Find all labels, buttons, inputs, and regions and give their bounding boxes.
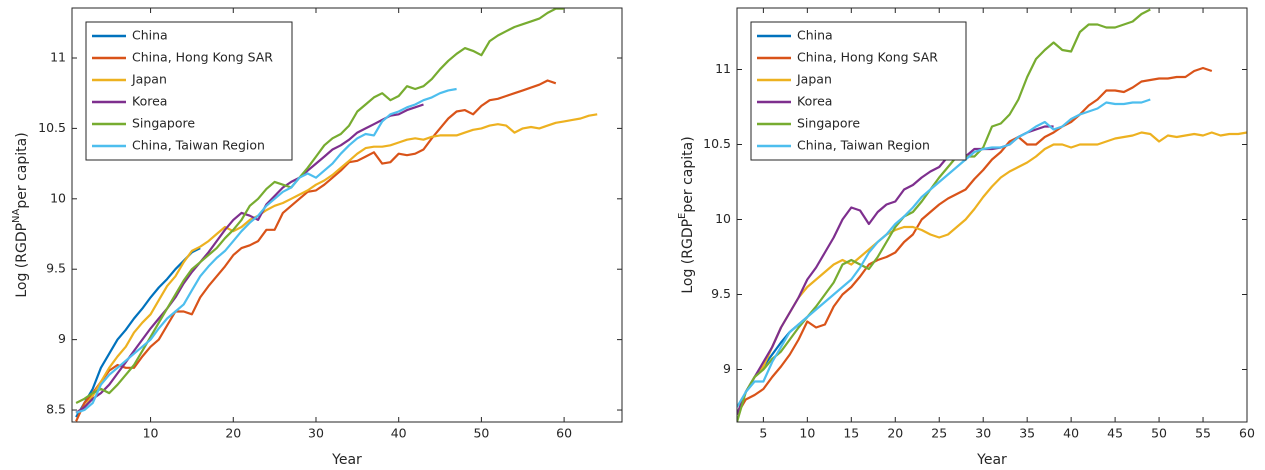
x-tick-label: 35 xyxy=(1019,426,1035,441)
x-tick-label: 15 xyxy=(843,426,859,441)
y-tick-label: 10 xyxy=(50,190,66,205)
y-tick-label: 11 xyxy=(50,49,66,64)
y-label-sup: NA xyxy=(11,208,22,222)
chart: 5 10 15 20 25 30 35 40 45 50 55 60 9 9.5 10 10.5 11 Year L… xyxy=(677,7,1255,468)
y-tick-label: 8.5 xyxy=(46,402,66,417)
legend-label: China xyxy=(797,28,833,43)
legend-label: Korea xyxy=(797,94,832,109)
line-series xyxy=(737,66,1213,416)
line-series xyxy=(75,113,598,414)
y-tick-label: 9.5 xyxy=(46,261,66,276)
legend-label: China xyxy=(132,28,168,43)
legend-label: China, Taiwan Region xyxy=(132,138,265,153)
y-tick-label: 9 xyxy=(723,361,731,376)
x-tick-label: 40 xyxy=(391,426,407,441)
legend-label: China, Taiwan Region xyxy=(797,138,930,153)
y-axis-label: Log (RGDPNAper capita) xyxy=(11,132,30,297)
line-series xyxy=(75,8,565,404)
x-tick-label: 55 xyxy=(1195,426,1211,441)
y-tick-label: 9.5 xyxy=(711,286,731,301)
x-tick-label: 10 xyxy=(143,426,159,441)
y-label-text: Log (RGDP xyxy=(14,223,30,298)
line-series xyxy=(737,131,1247,415)
y-label-rest: per capita) xyxy=(680,136,696,212)
x-tick-label: 5 xyxy=(759,426,767,441)
plot-lines xyxy=(737,8,1247,422)
y-label-text: Log (RGDP xyxy=(680,219,696,294)
legend-label: Japan xyxy=(796,72,832,87)
line-series xyxy=(75,247,201,418)
line-series xyxy=(737,125,1054,415)
legend-label: China, Hong Kong SAR xyxy=(797,50,938,65)
y-label-rest: per capita) xyxy=(14,132,30,208)
legend-label: China, Hong Kong SAR xyxy=(132,50,273,65)
line-series xyxy=(75,79,557,422)
legend-label: Korea xyxy=(132,94,167,109)
legend-label: Singapore xyxy=(797,116,860,131)
x-tick-label: 30 xyxy=(308,426,324,441)
y-tick-label: 9 xyxy=(58,331,66,346)
line-series xyxy=(75,103,424,414)
legend-box xyxy=(85,21,293,161)
legend-label: Singapore xyxy=(132,116,195,131)
x-tick-label: 60 xyxy=(556,426,572,441)
y-label-sup: E xyxy=(677,213,688,219)
x-tick-label: 50 xyxy=(1151,426,1167,441)
y-tick-label: 11 xyxy=(715,61,731,76)
x-tick-label: 60 xyxy=(1239,426,1255,441)
line-series xyxy=(737,98,1151,408)
y-tick-label: 10.5 xyxy=(703,136,731,151)
line-series xyxy=(75,87,457,414)
x-tick-label: 25 xyxy=(931,426,947,441)
x-tick-label: 30 xyxy=(975,426,991,441)
x-axis-label: Year xyxy=(331,452,362,468)
chart: 10 20 30 40 50 60 8.5 9 9.5 10 10.5 11 Year Log (RGDP… xyxy=(11,7,623,468)
x-tick-label: 20 xyxy=(887,426,903,441)
x-tick-label: 45 xyxy=(1107,426,1123,441)
x-tick-label: 50 xyxy=(473,426,489,441)
x-tick-label: 40 xyxy=(1063,426,1079,441)
x-tick-label: 20 xyxy=(225,426,241,441)
y-tick-label: 10 xyxy=(715,211,731,226)
legend-label: Japan xyxy=(131,72,167,87)
y-axis-label: Log (RGDPEper capita) xyxy=(677,136,696,293)
axes-box xyxy=(71,7,623,423)
x-axis-label: Year xyxy=(976,452,1007,468)
legend-box xyxy=(750,21,967,161)
plot-lines xyxy=(75,8,598,422)
x-tick-label: 10 xyxy=(799,426,815,441)
y-tick-label: 10.5 xyxy=(38,120,66,135)
axes-box xyxy=(736,7,1248,423)
